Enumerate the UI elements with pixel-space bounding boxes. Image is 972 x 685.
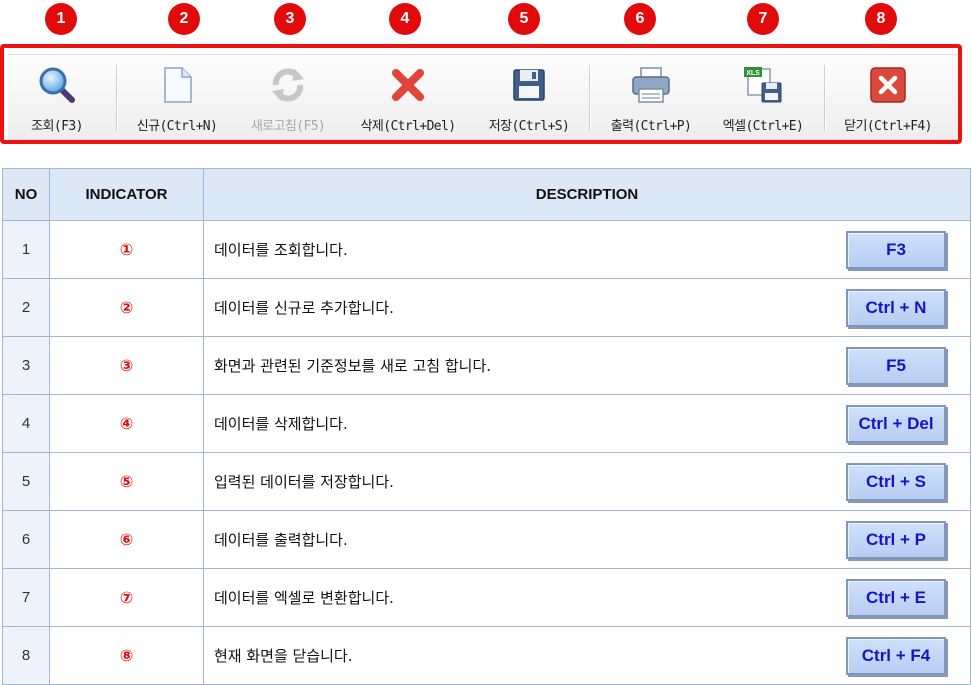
new-button-label: 신규(Ctrl+N) [136, 119, 218, 134]
print-button-label: 출력(Ctrl+P) [610, 119, 692, 134]
row-no: 1 [2, 220, 50, 279]
row-no: 5 [2, 452, 50, 511]
marker-3: 3 [274, 3, 306, 35]
new-document-icon [155, 63, 199, 107]
shortcut-key-badge: Ctrl + Del [846, 404, 946, 443]
row-description-cell: 데이터를 삭제합니다. Ctrl + Del [203, 394, 971, 453]
row-indicator: ⑤ [49, 452, 204, 511]
row-description-cell: 데이터를 신규로 추가합니다. Ctrl + N [203, 278, 971, 337]
row-indicator: ① [49, 220, 204, 279]
table-row: 2 ② 데이터를 신규로 추가합니다. Ctrl + N [2, 278, 971, 337]
header-no: NO [2, 168, 50, 221]
refresh-button[interactable]: 새로고침(F5) [236, 61, 340, 135]
shortcut-key-badge: F5 [846, 346, 946, 385]
marker-6: 6 [624, 3, 656, 35]
row-description: 데이터를 조회합니다. [214, 241, 348, 259]
shortcut-key-badge: Ctrl + S [846, 462, 946, 501]
shortcut-key-badge: F3 [846, 230, 946, 269]
shortcut-key-badge: Ctrl + N [846, 288, 946, 327]
table-header-row: NO INDICATOR DESCRIPTION [2, 168, 971, 221]
row-description-cell: 입력된 데이터를 저장합니다. Ctrl + S [203, 452, 971, 511]
row-no: 8 [2, 626, 50, 685]
print-button[interactable]: 출력(Ctrl+P) [596, 61, 706, 135]
shortcut-key-badge: Ctrl + P [846, 520, 946, 559]
row-description: 데이터를 엑셀로 변환합니다. [214, 589, 394, 607]
delete-button[interactable]: 삭제(Ctrl+Del) [348, 61, 468, 135]
new-button[interactable]: 신규(Ctrl+N) [124, 61, 230, 135]
row-indicator: ③ [49, 336, 204, 395]
row-description: 데이터를 삭제합니다. [214, 415, 348, 433]
marker-5: 5 [508, 3, 540, 35]
close-button-label: 닫기(Ctrl+F4) [844, 119, 932, 134]
row-indicator: ④ [49, 394, 204, 453]
search-button[interactable]: 조회(F3) [14, 61, 100, 135]
row-description: 현재 화면을 닫습니다. [214, 647, 353, 665]
row-indicator: ⑥ [49, 510, 204, 569]
row-no: 4 [2, 394, 50, 453]
save-disk-icon [507, 63, 551, 107]
excel-button[interactable]: XLS 엑셀(Ctrl+E) [708, 61, 818, 135]
shortcut-key-badge: Ctrl + F4 [846, 636, 946, 675]
close-icon [866, 63, 910, 107]
marker-7: 7 [747, 3, 779, 35]
toolbar-separator [824, 65, 825, 131]
row-description-cell: 데이터를 출력합니다. Ctrl + P [203, 510, 971, 569]
marker-2: 2 [168, 3, 200, 35]
delete-button-label: 삭제(Ctrl+Del) [360, 119, 457, 134]
row-description: 화면과 관련된 기준정보를 새로 고침 합니다. [214, 357, 492, 375]
row-description-cell: 현재 화면을 닫습니다. Ctrl + F4 [203, 626, 971, 685]
excel-button-label: 엑셀(Ctrl+E) [722, 119, 804, 134]
refresh-button-label: 새로고침(F5) [250, 119, 326, 134]
delete-x-icon [386, 63, 430, 107]
search-button-label: 조회(F3) [31, 119, 83, 134]
refresh-icon [266, 63, 310, 107]
header-indicator: INDICATOR [49, 168, 204, 221]
toolbar-separator [116, 65, 117, 131]
table-row: 4 ④ 데이터를 삭제합니다. Ctrl + Del [2, 394, 971, 453]
row-description: 데이터를 신규로 추가합니다. [214, 299, 394, 317]
row-indicator: ⑧ [49, 626, 204, 685]
table-row: 8 ⑧ 현재 화면을 닫습니다. Ctrl + F4 [2, 626, 971, 685]
marker-1: 1 [45, 3, 77, 35]
shortcut-table: NO INDICATOR DESCRIPTION 1 ① 데이터를 조회합니다.… [2, 168, 971, 685]
toolbar: 조회(F3) 신규(Ctrl+N) 새로고침(F5) [8, 54, 958, 140]
row-indicator: ② [49, 278, 204, 337]
save-button[interactable]: 저장(Ctrl+S) [474, 61, 584, 135]
xls-badge: XLS [746, 70, 760, 77]
marker-4: 4 [389, 3, 421, 35]
row-description-cell: 화면과 관련된 기준정보를 새로 고침 합니다. F5 [203, 336, 971, 395]
table-row: 5 ⑤ 입력된 데이터를 저장합니다. Ctrl + S [2, 452, 971, 511]
toolbar-highlight-frame [0, 44, 962, 144]
excel-save-icon: XLS [741, 63, 785, 107]
row-indicator: ⑦ [49, 568, 204, 627]
row-no: 6 [2, 510, 50, 569]
row-no: 3 [2, 336, 50, 395]
header-description: DESCRIPTION [203, 168, 971, 221]
row-no: 2 [2, 278, 50, 337]
table-row: 7 ⑦ 데이터를 엑셀로 변환합니다. Ctrl + E [2, 568, 971, 627]
search-icon [35, 63, 79, 107]
row-description: 입력된 데이터를 저장합니다. [214, 473, 394, 491]
row-no: 7 [2, 568, 50, 627]
shortcut-key-badge: Ctrl + E [846, 578, 946, 617]
table-row: 1 ① 데이터를 조회합니다. F3 [2, 220, 971, 279]
printer-icon [629, 63, 673, 107]
row-description-cell: 데이터를 조회합니다. F3 [203, 220, 971, 279]
toolbar-separator [589, 65, 590, 131]
table-row: 3 ③ 화면과 관련된 기준정보를 새로 고침 합니다. F5 [2, 336, 971, 395]
marker-8: 8 [865, 3, 897, 35]
save-button-label: 저장(Ctrl+S) [488, 119, 570, 134]
row-description-cell: 데이터를 엑셀로 변환합니다. Ctrl + E [203, 568, 971, 627]
close-button[interactable]: 닫기(Ctrl+F4) [830, 61, 946, 135]
table-row: 6 ⑥ 데이터를 출력합니다. Ctrl + P [2, 510, 971, 569]
row-description: 데이터를 출력합니다. [214, 531, 348, 549]
